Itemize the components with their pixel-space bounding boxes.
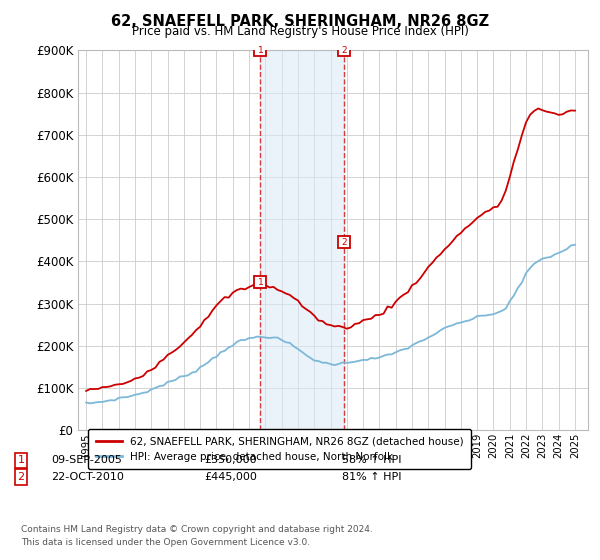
- Bar: [260, 50, 344, 430]
- Text: Price paid vs. HM Land Registry's House Price Index (HPI): Price paid vs. HM Land Registry's House …: [131, 25, 469, 38]
- Text: Contains HM Land Registry data © Crown copyright and database right 2024.
This d: Contains HM Land Registry data © Crown c…: [21, 525, 373, 547]
- Legend: 62, SNAEFELL PARK, SHERINGHAM, NR26 8GZ (detached house), HPI: Average price, de: 62, SNAEFELL PARK, SHERINGHAM, NR26 8GZ …: [88, 430, 471, 469]
- Text: 58% ↑ HPI: 58% ↑ HPI: [342, 455, 401, 465]
- Text: 1: 1: [17, 455, 25, 465]
- Text: 81% ↑ HPI: 81% ↑ HPI: [342, 472, 401, 482]
- Text: £350,000: £350,000: [204, 455, 257, 465]
- Text: 22-OCT-2010: 22-OCT-2010: [51, 472, 124, 482]
- Text: 2: 2: [17, 472, 25, 482]
- Text: 62, SNAEFELL PARK, SHERINGHAM, NR26 8GZ: 62, SNAEFELL PARK, SHERINGHAM, NR26 8GZ: [111, 14, 489, 29]
- Text: 1: 1: [257, 46, 263, 55]
- Text: 2: 2: [341, 238, 347, 247]
- Text: £445,000: £445,000: [204, 472, 257, 482]
- Text: 1: 1: [257, 278, 263, 287]
- Text: 09-SEP-2005: 09-SEP-2005: [51, 455, 122, 465]
- Text: 2: 2: [341, 46, 347, 55]
